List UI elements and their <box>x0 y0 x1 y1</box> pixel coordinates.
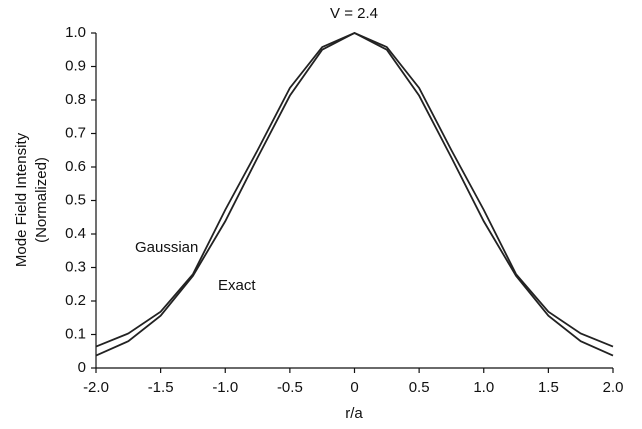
x-tick-label: 2.0 <box>603 379 624 396</box>
y-tick-label: 0.3 <box>65 258 86 275</box>
y-axis-label: Mode Field Intensity <box>13 132 30 267</box>
y-tick-label: 0.7 <box>65 124 86 141</box>
y-tick-label: 0.8 <box>65 91 86 108</box>
y-tick-label: 0.9 <box>65 57 86 74</box>
y-tick-label: 0 <box>78 359 86 376</box>
y-tick-label: 0.5 <box>65 191 86 208</box>
curve-label: Gaussian <box>135 239 198 256</box>
chart-title: V = 2.4 <box>330 5 378 22</box>
y-tick-label: 1.0 <box>65 24 86 41</box>
x-tick-label: -1.0 <box>212 379 238 396</box>
x-tick-label: 1.0 <box>473 379 494 396</box>
y-tick-label: 0.2 <box>65 292 86 309</box>
x-tick-label: -2.0 <box>83 379 109 396</box>
y-tick-label: 0.1 <box>65 325 86 342</box>
y-tick-label: 0.4 <box>65 225 86 242</box>
line-series <box>95 31 614 357</box>
x-tick-label: -0.5 <box>277 379 303 396</box>
y-tick-label: 0.6 <box>65 158 86 175</box>
line-series <box>95 32 614 348</box>
x-tick-label: -1.5 <box>148 379 174 396</box>
curve-label: Exact <box>218 277 256 294</box>
x-tick-label: 0.5 <box>409 379 430 396</box>
x-tick-label: 0 <box>350 379 358 396</box>
y-axis-label: (Normalized) <box>33 157 50 243</box>
x-axis-label: r/a <box>345 405 363 422</box>
x-tick-label: 1.5 <box>538 379 559 396</box>
